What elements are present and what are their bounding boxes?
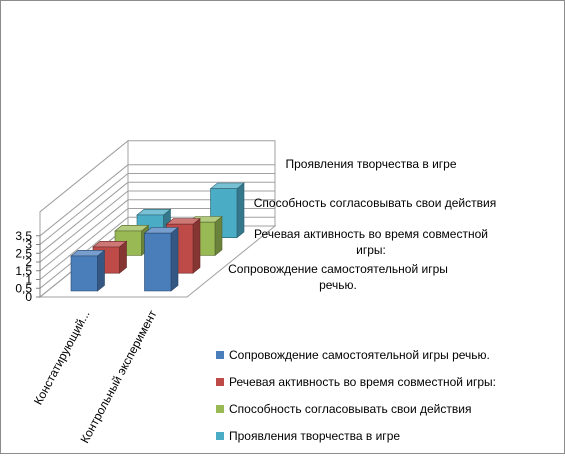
gridline [39,173,275,245]
bar-front [144,232,172,292]
legend-label: Способность согласовывать свои действия [229,402,471,416]
depth-axis-label-line: Проявления творчества в игре [285,157,456,171]
bar-side [170,226,179,292]
bar-side [236,182,245,239]
y-tick-label: 3,5 [15,229,32,243]
y-tick-label: 0,5 [15,281,32,295]
legend-swatch [216,405,224,413]
bar-front [70,255,98,292]
gridline [39,164,275,237]
depth-axis-label-line: игры: [356,243,386,257]
depth-axis-label-line: Сопровождение самостоятельной игры [228,262,448,276]
depth-axis-labels: Проявления творчества в игре Способность … [228,157,496,292]
y-tick-label: 2 [25,255,32,269]
category-label: Констатирующий... [31,308,93,407]
legend-label: Речевая активность во время совместной и… [229,375,496,389]
depth-axis-label: Проявления творчества в игре [285,157,456,171]
depth-axis-label: Речевая активность во время совместной иг… [254,227,488,257]
bar-side [214,215,223,257]
bar-0-0 [70,249,106,292]
y-axis: 00,511,522,533,5 [15,229,41,304]
bar-0-1 [143,226,179,292]
gridline [39,181,275,254]
bar-side [192,217,201,274]
y-tick-label: 1 [25,273,32,287]
gridlines [39,164,275,298]
bars [70,182,245,292]
legend-swatch [216,351,224,359]
depth-axis-label: Сопровождение самостоятельной игры речью. [228,262,448,292]
y-tick-label: 2,5 [15,246,32,260]
bar-2-0 [114,224,150,257]
depth-axis-label-line: Речевая активность во время совместной [254,227,488,241]
y-tick-label: 0 [25,290,32,304]
bar-side [97,249,105,292]
legend: Сопровождение самостоятельной игры речью… [216,348,496,443]
category-label: Контрольный эксперимент [78,307,160,445]
y-tick-label: 1,5 [15,264,32,278]
legend-label: Проявления творчества в игре [229,429,400,443]
y-tick-label: 3 [25,238,32,252]
legend-label: Сопровождение самостоятельной игры речью… [229,348,490,362]
category-axis-labels: Констатирующий...Контрольный эксперимент [31,307,160,445]
legend-swatch [216,378,224,386]
depth-axis-label-line: Способность согласовывать свои действия [254,196,496,210]
legend-swatch [216,432,224,440]
depth-axis-label-line: речью. [319,278,357,292]
depth-axis-label: Способность согласовывать свои действия [254,196,496,210]
